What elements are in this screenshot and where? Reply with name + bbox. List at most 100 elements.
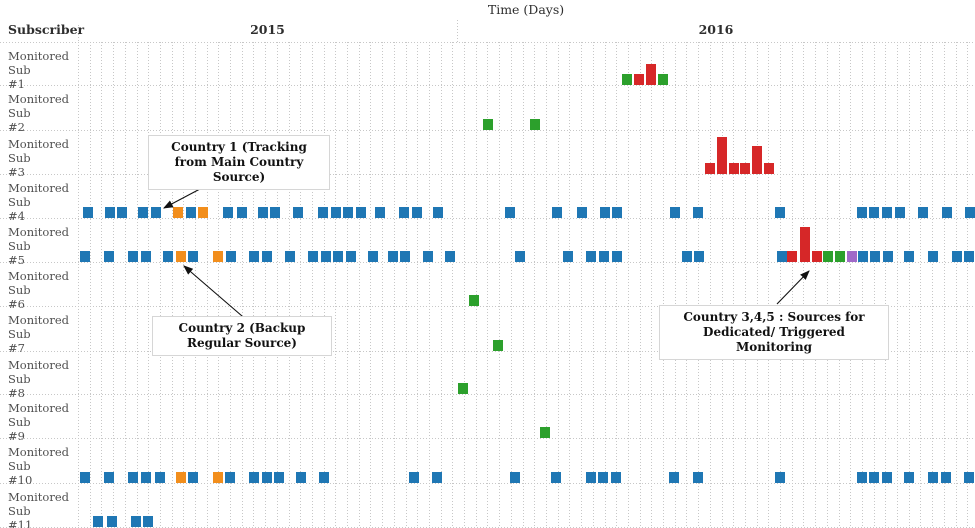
timeline-mark[interactable]: [586, 472, 596, 483]
timeline-mark[interactable]: [540, 427, 550, 438]
timeline-mark[interactable]: [308, 251, 318, 262]
timeline-mark[interactable]: [870, 251, 880, 262]
timeline-mark[interactable]: [775, 472, 785, 483]
timeline-mark[interactable]: [469, 295, 479, 306]
timeline-mark[interactable]: [318, 207, 328, 218]
timeline-mark[interactable]: [225, 472, 235, 483]
timeline-mark[interactable]: [964, 472, 974, 483]
timeline-mark[interactable]: [368, 251, 378, 262]
timeline-mark[interactable]: [117, 207, 127, 218]
timeline-mark[interactable]: [857, 207, 867, 218]
timeline-mark[interactable]: [882, 207, 892, 218]
timeline-mark[interactable]: [198, 207, 208, 218]
timeline-mark[interactable]: [293, 207, 303, 218]
timeline-mark[interactable]: [423, 251, 433, 262]
timeline-mark[interactable]: [918, 207, 928, 218]
timeline-mark[interactable]: [693, 207, 703, 218]
timeline-mark[interactable]: [173, 207, 183, 218]
timeline-mark[interactable]: [646, 64, 656, 85]
timeline-mark[interactable]: [510, 472, 520, 483]
timeline-mark[interactable]: [823, 251, 833, 262]
timeline-mark[interactable]: [551, 472, 561, 483]
timeline-mark[interactable]: [658, 74, 668, 85]
timeline-mark[interactable]: [176, 472, 186, 483]
timeline-mark[interactable]: [432, 472, 442, 483]
timeline-mark[interactable]: [176, 251, 186, 262]
timeline-mark[interactable]: [563, 251, 573, 262]
timeline-mark[interactable]: [128, 472, 138, 483]
timeline-mark[interactable]: [343, 207, 353, 218]
timeline-mark[interactable]: [213, 472, 223, 483]
timeline-mark[interactable]: [787, 251, 797, 262]
timeline-mark[interactable]: [965, 207, 975, 218]
timeline-mark[interactable]: [83, 207, 93, 218]
timeline-mark[interactable]: [812, 251, 822, 262]
timeline-mark[interactable]: [104, 472, 114, 483]
timeline-mark[interactable]: [505, 207, 515, 218]
timeline-mark[interactable]: [530, 119, 540, 130]
timeline-mark[interactable]: [213, 251, 223, 262]
timeline-mark[interactable]: [321, 251, 331, 262]
timeline-mark[interactable]: [155, 472, 165, 483]
timeline-mark[interactable]: [141, 472, 151, 483]
timeline-mark[interactable]: [141, 251, 151, 262]
timeline-mark[interactable]: [670, 207, 680, 218]
timeline-mark[interactable]: [346, 251, 356, 262]
timeline-mark[interactable]: [249, 472, 259, 483]
timeline-mark[interactable]: [333, 251, 343, 262]
timeline-mark[interactable]: [669, 472, 679, 483]
timeline-mark[interactable]: [188, 251, 198, 262]
timeline-mark[interactable]: [611, 472, 621, 483]
timeline-mark[interactable]: [285, 251, 295, 262]
timeline-mark[interactable]: [777, 251, 787, 262]
timeline-mark[interactable]: [319, 472, 329, 483]
timeline-mark[interactable]: [964, 251, 974, 262]
timeline-mark[interactable]: [942, 207, 952, 218]
timeline-mark[interactable]: [138, 207, 148, 218]
timeline-mark[interactable]: [163, 251, 173, 262]
timeline-mark[interactable]: [262, 251, 272, 262]
timeline-mark[interactable]: [869, 472, 879, 483]
timeline-mark[interactable]: [270, 207, 280, 218]
timeline-mark[interactable]: [143, 516, 153, 527]
timeline-mark[interactable]: [104, 251, 114, 262]
timeline-mark[interactable]: [552, 207, 562, 218]
timeline-mark[interactable]: [952, 251, 962, 262]
timeline-mark[interactable]: [107, 516, 117, 527]
timeline-mark[interactable]: [223, 207, 233, 218]
timeline-mark[interactable]: [895, 207, 905, 218]
timeline-mark[interactable]: [941, 472, 951, 483]
timeline-mark[interactable]: [80, 251, 90, 262]
timeline-mark[interactable]: [847, 251, 857, 262]
timeline-mark[interactable]: [483, 119, 493, 130]
timeline-mark[interactable]: [515, 251, 525, 262]
timeline-mark[interactable]: [93, 516, 103, 527]
timeline-mark[interactable]: [586, 251, 596, 262]
timeline-mark[interactable]: [188, 472, 198, 483]
timeline-mark[interactable]: [612, 207, 622, 218]
timeline-mark[interactable]: [409, 472, 419, 483]
timeline-mark[interactable]: [694, 251, 704, 262]
timeline-mark[interactable]: [237, 207, 247, 218]
timeline-mark[interactable]: [577, 207, 587, 218]
timeline-mark[interactable]: [131, 516, 141, 527]
timeline-mark[interactable]: [634, 74, 644, 85]
timeline-mark[interactable]: [151, 207, 161, 218]
timeline-mark[interactable]: [928, 251, 938, 262]
timeline-mark[interactable]: [705, 163, 715, 174]
timeline-mark[interactable]: [622, 74, 632, 85]
timeline-mark[interactable]: [399, 207, 409, 218]
timeline-mark[interactable]: [835, 251, 845, 262]
timeline-mark[interactable]: [356, 207, 366, 218]
timeline-mark[interactable]: [693, 472, 703, 483]
timeline-mark[interactable]: [800, 227, 810, 262]
timeline-mark[interactable]: [445, 251, 455, 262]
timeline-mark[interactable]: [883, 251, 893, 262]
timeline-mark[interactable]: [331, 207, 341, 218]
timeline-mark[interactable]: [412, 207, 422, 218]
timeline-mark[interactable]: [186, 207, 196, 218]
timeline-mark[interactable]: [904, 251, 914, 262]
timeline-mark[interactable]: [458, 383, 468, 394]
timeline-mark[interactable]: [400, 251, 410, 262]
timeline-mark[interactable]: [599, 251, 609, 262]
